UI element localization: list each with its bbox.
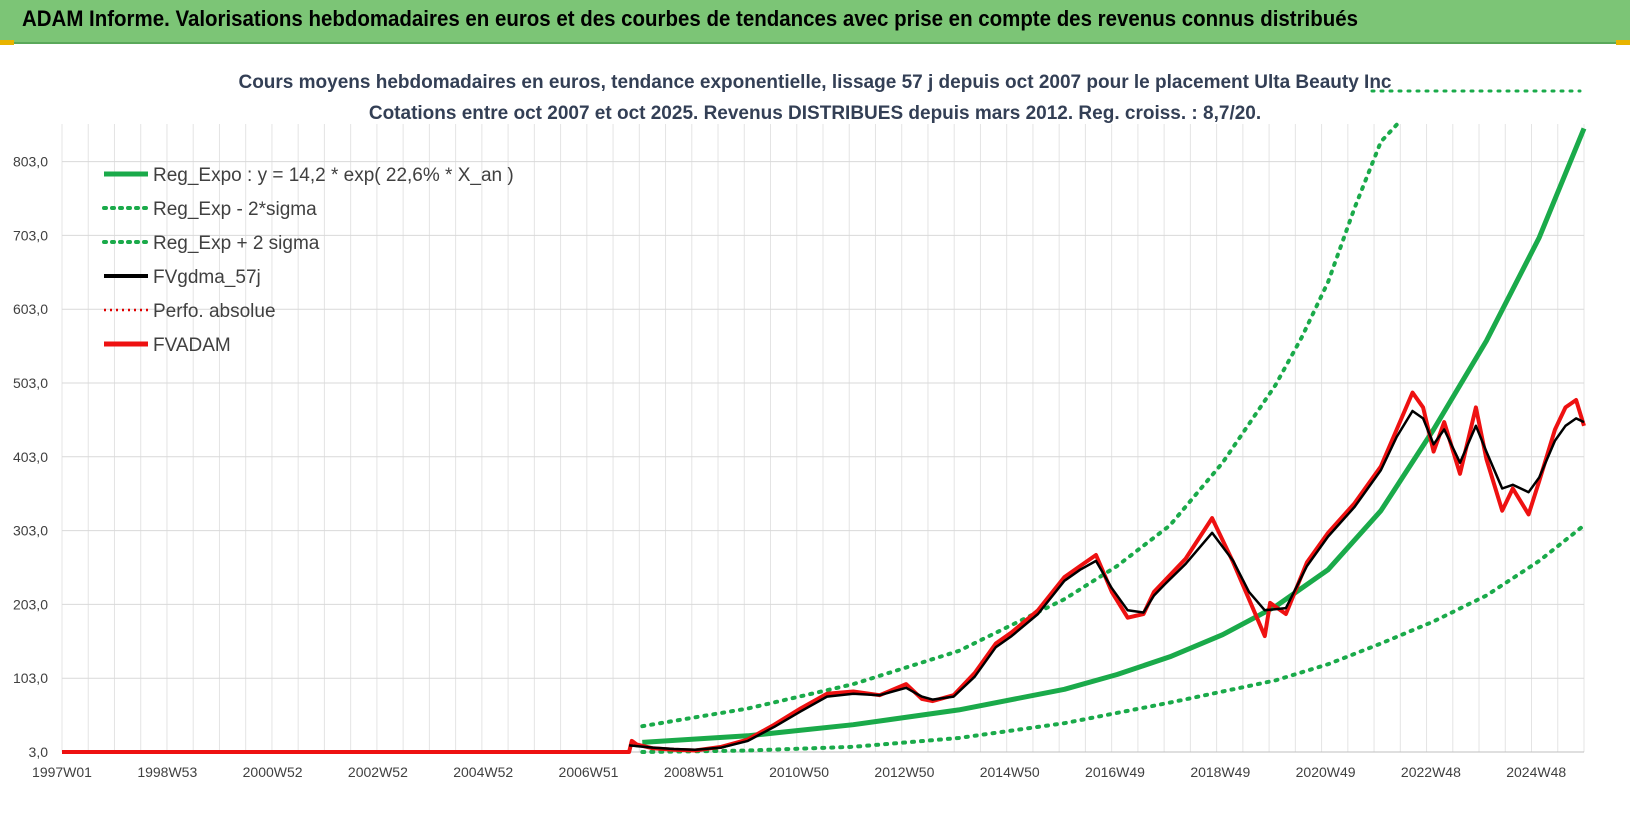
vertical-gridlines [61,124,1585,752]
x-tick-label: 2024W48 [1506,764,1566,780]
x-tick-label: 2002W52 [348,764,408,780]
reg-minus-sigma-line [640,523,1586,754]
x-tick-label: 2000W52 [243,764,303,780]
y-tick-label: 103,0 [13,670,48,686]
chart-title-line2: Cotations entre oct 2007 et oct 2025. Re… [369,103,1261,124]
chart-svg: Cours moyens hebdomadaires en euros, ten… [13,72,1587,780]
x-axis-ticks: 1997W01 1998W53 2000W52 2002W52 2004W52 2006W… [32,764,1566,780]
y-tick-label: 503,0 [13,375,48,391]
x-tick-label: 2020W49 [1296,764,1356,780]
x-tick-label: 2022W48 [1401,764,1461,780]
y-tick-label: 303,0 [13,523,48,539]
x-tick-label: 2008W51 [664,764,724,780]
x-tick-label: 2014W50 [980,764,1040,780]
fvgdma-line [628,409,1585,752]
legend-label-reg: Reg_Expo : y = 14,2 * exp( 22,6% * X_an … [153,165,514,186]
reg-expo-line [642,127,1587,745]
x-tick-label: 2018W49 [1190,764,1250,780]
y-tick-label: 603,0 [13,301,48,317]
page-title: ADAM Informe. Valorisations hebdomadaire… [22,6,1359,31]
legend-label-minus: Reg_Exp - 2*sigma [153,199,317,220]
x-tick-label: 2012W50 [874,764,934,780]
y-tick-label: 403,0 [13,449,48,465]
corner-mark-right [1616,40,1630,45]
x-tick-label: 1997W01 [32,764,92,780]
y-tick-label: 3,0 [29,744,49,760]
legend: Reg_Expo : y = 14,2 * exp( 22,6% * X_an … [102,165,514,356]
header-bar: ADAM Informe. Valorisations hebdomadaire… [0,0,1630,44]
x-tick-label: 1998W53 [137,764,197,780]
x-tick-label: 2004W52 [453,764,513,780]
legend-label-adam: FVADAM [153,335,231,356]
reg-plus-sigma-line [640,122,1399,729]
x-tick-label: 2006W51 [559,764,619,780]
y-axis-ticks: 3,0 103,0 203,0 303,0 403,0 503,0 603,0 703,0 80… [13,154,48,760]
chart-area: Cours moyens hebdomadaires en euros, ten… [0,44,1630,815]
chart-title-line1: Cours moyens hebdomadaires en euros, ten… [238,72,1391,93]
y-tick-label: 203,0 [13,596,48,612]
y-tick-label: 803,0 [13,154,48,170]
x-tick-label: 2010W50 [769,764,829,780]
x-tick-label: 2016W49 [1085,764,1145,780]
legend-label-plus: Reg_Exp + 2 sigma [153,233,320,254]
fvadam-line [62,390,1586,754]
legend-label-perfo: Perfo. absolue [153,301,276,322]
legend-label-gdma: FVgdma_57j [153,267,261,288]
corner-mark-left [0,40,14,45]
series-group [62,89,1587,754]
y-tick-label: 703,0 [13,227,48,243]
